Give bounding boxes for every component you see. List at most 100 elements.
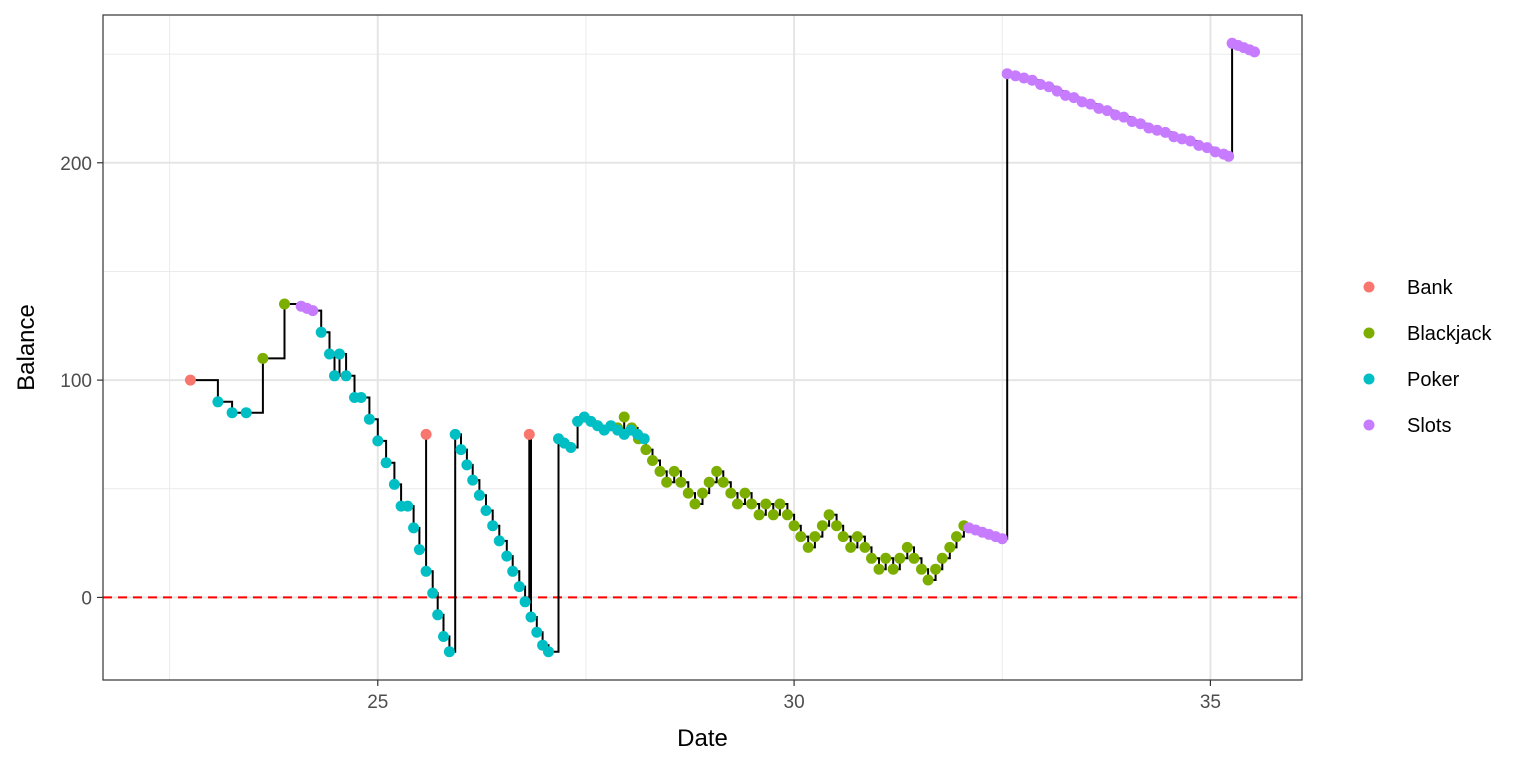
poker-point	[340, 370, 352, 382]
blackjack-point	[837, 531, 849, 543]
x-tick-label: 35	[1200, 692, 1221, 713]
blackjack-point	[640, 444, 652, 456]
slots-point	[1193, 139, 1205, 151]
blackjack-point	[682, 487, 694, 499]
blackjack-point	[831, 520, 843, 532]
blackjack-point	[279, 298, 290, 310]
blackjack-point	[816, 520, 828, 532]
poker-point	[519, 596, 531, 608]
y-tick-label: 200	[60, 154, 92, 175]
y-tick-label: 100	[60, 371, 92, 392]
panel-background	[103, 15, 1302, 680]
blackjack-point	[760, 498, 772, 510]
blackjack-point	[689, 498, 701, 510]
poker-point	[487, 520, 499, 532]
poker-point	[355, 392, 367, 403]
blackjack-point	[880, 552, 892, 564]
blackjack-point	[618, 411, 630, 423]
poker-point	[438, 631, 449, 642]
slots-point	[1043, 81, 1055, 93]
y-axis: 0 100 200	[60, 154, 103, 609]
bank-point	[420, 428, 432, 440]
poker-point	[240, 407, 252, 419]
blackjack-point	[788, 520, 800, 532]
blackjack-point	[717, 476, 729, 488]
blackjack-point	[894, 552, 906, 564]
x-tick-label: 30	[784, 692, 805, 713]
blackjack-point	[944, 541, 956, 553]
x-axis: 25 30 35	[367, 680, 1221, 713]
poker-point	[420, 565, 432, 577]
slots-point	[1085, 98, 1096, 110]
poker-point	[480, 505, 492, 516]
poker-point	[467, 474, 479, 486]
poker-point	[565, 442, 577, 453]
blackjack-point	[901, 541, 913, 553]
blackjack-point	[753, 509, 765, 521]
poker-point	[473, 489, 485, 501]
bank-point	[184, 374, 196, 386]
blackjack-point	[661, 476, 673, 488]
legend-label-poker: Poker	[1407, 369, 1460, 391]
slots-point	[1101, 105, 1113, 117]
blackjack-point	[823, 509, 835, 521]
blackjack-point	[795, 531, 807, 543]
poker-point	[507, 565, 519, 577]
blackjack-point	[930, 563, 942, 575]
legend: Bank Blackjack Poker Slots	[1363, 277, 1492, 437]
slots-point	[1143, 122, 1155, 134]
data-points-layer	[184, 37, 1260, 658]
poker-point	[443, 646, 455, 658]
slots-point	[1068, 92, 1080, 104]
slots-point	[307, 305, 319, 317]
slots-point	[1010, 70, 1022, 82]
blackjack-point	[703, 476, 715, 488]
slots-point	[996, 533, 1008, 545]
blackjack-point	[257, 352, 269, 364]
y-axis-title: Balance	[13, 304, 40, 391]
x-axis-title: Date	[677, 725, 728, 752]
blackjack-point	[739, 487, 751, 499]
blackjack-point	[851, 531, 863, 543]
major-gridlines	[103, 15, 1302, 680]
slots-point	[1184, 135, 1196, 147]
blackjack-point	[654, 465, 666, 477]
blackjack-point	[746, 498, 758, 510]
blackjack-point	[887, 563, 899, 575]
blackjack-point	[725, 487, 737, 499]
poker-point	[543, 646, 554, 658]
slots-point	[1110, 109, 1121, 121]
poker-point	[226, 407, 238, 419]
legend-key-bank	[1363, 281, 1375, 293]
x-tick-label: 25	[367, 692, 388, 713]
slots-point	[1076, 96, 1088, 108]
blackjack-point	[774, 498, 786, 510]
poker-point	[408, 522, 420, 534]
poker-point	[380, 457, 392, 469]
poker-point	[413, 544, 425, 556]
blackjack-point	[647, 455, 658, 466]
blackjack-point	[767, 509, 779, 521]
poker-point	[372, 435, 384, 447]
slots-point	[1135, 118, 1146, 130]
blackjack-point	[668, 465, 680, 477]
blackjack-point	[732, 498, 743, 510]
poker-point	[525, 611, 537, 623]
legend-key-slots	[1363, 419, 1375, 431]
slots-point	[1126, 116, 1138, 127]
poker-point	[388, 478, 400, 490]
poker-point	[427, 587, 439, 599]
slots-point	[1001, 68, 1013, 80]
slots-point	[1201, 142, 1213, 154]
blackjack-point	[916, 563, 927, 575]
poker-point	[315, 326, 327, 338]
blackjack-point	[859, 541, 871, 553]
panel-border	[102, 14, 1303, 681]
poker-point	[212, 396, 224, 408]
blackjack-point	[781, 509, 793, 521]
slots-point	[1018, 72, 1030, 84]
legend-label-slots: Slots	[1407, 415, 1451, 437]
blackjack-point	[802, 541, 814, 553]
blackjack-point	[951, 531, 962, 543]
